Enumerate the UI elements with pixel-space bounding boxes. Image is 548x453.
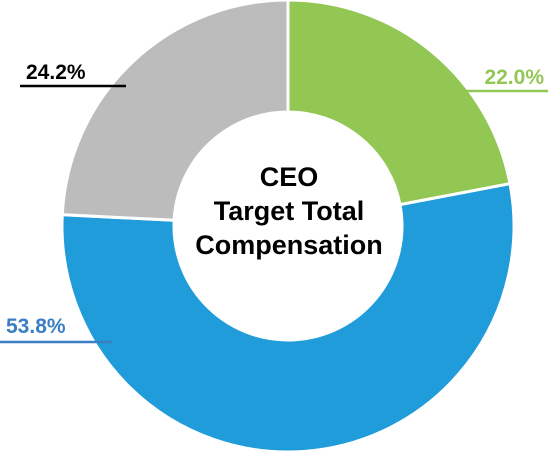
- slice-label-1: 22.0%: [484, 66, 544, 89]
- donut-slice-1: [286, 0, 512, 207]
- donut-slice-3: [60, 0, 290, 222]
- donut-slices: [60, 0, 516, 453]
- label-leader-lines: [0, 84, 548, 344]
- center-title-line-3: Compensation: [195, 230, 383, 260]
- center-title-line-2: Target Total: [213, 196, 365, 226]
- slice-label-2: 53.8%: [6, 315, 66, 338]
- donut-slice-2: [60, 181, 516, 453]
- slice-label-3: 24.2%: [26, 61, 86, 84]
- chart-center-title: CEO Target Total Compensation: [164, 160, 414, 262]
- slice-labels: 22.0% 53.8% 24.2%: [6, 61, 544, 338]
- center-title-line-1: CEO: [259, 162, 319, 192]
